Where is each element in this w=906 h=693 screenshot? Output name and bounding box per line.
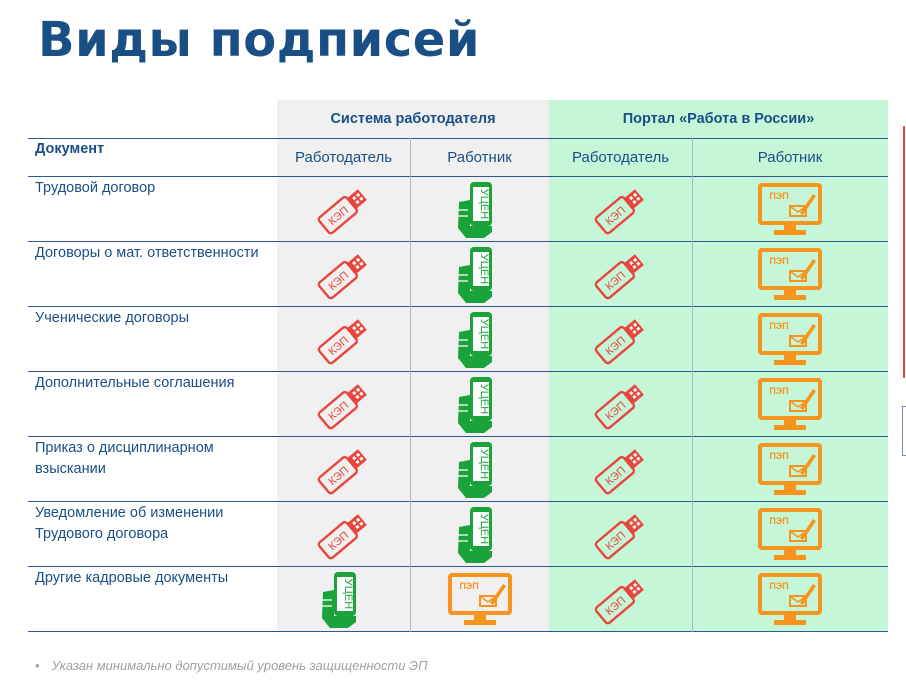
smartphone-uen-icon: УЦЕН bbox=[454, 505, 506, 565]
icon-label: ПЭП bbox=[769, 581, 788, 591]
usb-token-icon: КЭП bbox=[314, 180, 374, 240]
smartphone-uen-icon: УЦЕН bbox=[454, 180, 506, 240]
usb-token-icon: КЭП bbox=[314, 375, 374, 435]
table-divider bbox=[28, 176, 888, 177]
sub-header-employer-2: Работодатель bbox=[571, 148, 670, 166]
sub-header-employee-2: Работник bbox=[757, 148, 823, 166]
icon-label: УЦЕН bbox=[478, 513, 490, 543]
icon-label: ПЭП bbox=[769, 386, 788, 396]
row-label: Приказ о дисциплинарном взыскании bbox=[35, 440, 214, 477]
monitor-pep-icon: ПЭП bbox=[757, 442, 823, 498]
row-label: Договоры о мат. ответственности bbox=[35, 245, 259, 261]
table-divider bbox=[28, 306, 888, 307]
table-divider bbox=[28, 371, 888, 372]
table-divider bbox=[28, 501, 888, 502]
usb-token-icon: КЭП bbox=[591, 440, 651, 500]
usb-token-icon: КЭП bbox=[591, 570, 651, 630]
side-decoration bbox=[903, 126, 905, 378]
icon-label: УЦЕН bbox=[478, 383, 490, 413]
row-label: Другие кадровые документы bbox=[35, 570, 229, 586]
smartphone-uen-icon: УЦЕН bbox=[454, 375, 506, 435]
icon-label: ПЭП bbox=[769, 256, 788, 266]
monitor-pep-icon: ПЭП bbox=[757, 507, 823, 563]
employer-system-column-bg bbox=[277, 100, 549, 632]
group-header-portal: Портал «Работа в России» bbox=[622, 111, 815, 127]
table-divider bbox=[28, 631, 888, 632]
table-divider bbox=[28, 241, 888, 242]
monitor-pep-icon: ПЭП bbox=[757, 182, 823, 238]
monitor-pep-icon: ПЭП bbox=[757, 247, 823, 303]
row-label: Трудовой договор bbox=[35, 180, 156, 196]
usb-token-icon: КЭП bbox=[314, 505, 374, 565]
icon-label: ПЭП bbox=[769, 191, 788, 201]
group-header-employer-system: Система работодателя bbox=[330, 111, 496, 127]
monitor-pep-icon: ПЭП bbox=[447, 572, 513, 628]
usb-token-icon: КЭП bbox=[314, 245, 374, 305]
usb-token-icon: КЭП bbox=[591, 375, 651, 435]
monitor-pep-icon: ПЭП bbox=[757, 312, 823, 368]
smartphone-uen-icon: УЦЕН bbox=[454, 310, 506, 370]
monitor-pep-icon: ПЭП bbox=[757, 377, 823, 433]
usb-token-icon: КЭП bbox=[591, 245, 651, 305]
usb-token-icon: КЭП bbox=[314, 440, 374, 500]
row-label: Ученические договоры bbox=[35, 310, 189, 326]
column-divider bbox=[692, 138, 693, 632]
icon-label: УЦЕН bbox=[478, 448, 490, 478]
usb-token-icon: КЭП bbox=[591, 180, 651, 240]
usb-token-icon: КЭП bbox=[591, 505, 651, 565]
side-decoration-bracket bbox=[902, 406, 906, 456]
icon-label: ПЭП bbox=[769, 321, 788, 331]
icon-label: ПЭП bbox=[769, 516, 788, 526]
smartphone-uen-icon: УЦЕН bbox=[318, 570, 370, 630]
icon-label: УЦЕН bbox=[478, 253, 490, 283]
footnote: • Указан минимально допустимый уровень за… bbox=[35, 658, 428, 673]
document-column-header: Документ bbox=[35, 141, 105, 157]
usb-token-icon: КЭП bbox=[314, 310, 374, 370]
table-divider bbox=[28, 566, 888, 567]
signature-table: Система работодателя Портал «Работа в Ро… bbox=[28, 100, 888, 632]
icon-label: УЦЕН bbox=[478, 318, 490, 348]
smartphone-uen-icon: УЦЕН bbox=[454, 440, 506, 500]
portal-column-bg bbox=[549, 100, 888, 632]
row-label: Дополнительные соглашения bbox=[35, 375, 235, 391]
sub-header-employee-1: Работник bbox=[447, 148, 512, 166]
icon-label: ПЭП bbox=[459, 581, 478, 591]
smartphone-uen-icon: УЦЕН bbox=[454, 245, 506, 305]
page-title: Виды подписей bbox=[38, 12, 480, 68]
footnote-text: Указан минимально допустимый уровень защ… bbox=[51, 658, 428, 673]
row-label: Уведомление об изменении Трудового догов… bbox=[35, 505, 224, 542]
table-divider bbox=[28, 138, 888, 139]
icon-label: ПЭП bbox=[769, 451, 788, 461]
table-divider bbox=[28, 436, 888, 437]
monitor-pep-icon: ПЭП bbox=[757, 572, 823, 628]
column-divider bbox=[410, 138, 411, 632]
icon-label: УЦЕН bbox=[342, 578, 354, 608]
sub-header-employer-1: Работодатель bbox=[294, 148, 393, 166]
icon-label: УЦЕН bbox=[478, 188, 490, 218]
usb-token-icon: КЭП bbox=[591, 310, 651, 370]
